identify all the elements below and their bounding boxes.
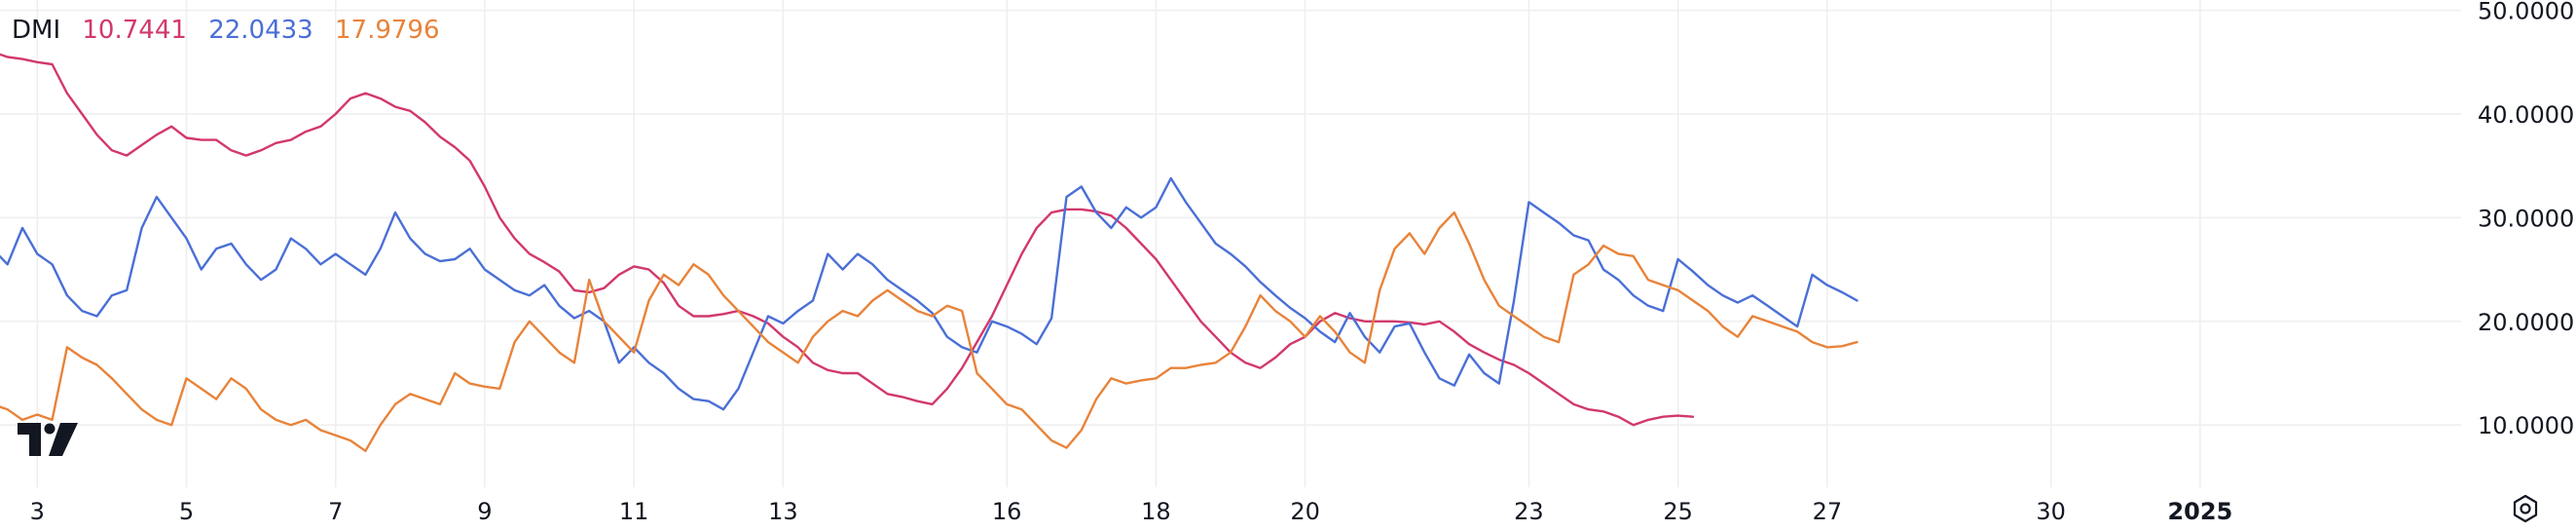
x-axis[interactable]: 3 5 7 9 11 13 16 18 20 23 25 27 30 2025 <box>30 498 2233 525</box>
x-tick-label: 30 <box>2036 498 2066 525</box>
x-tick-label: 2025 <box>2167 498 2232 525</box>
y-tick-label: 40.0000 <box>2478 101 2574 129</box>
gear-settings-icon[interactable] <box>2510 493 2541 529</box>
y-tick-label: 30.0000 <box>2478 205 2574 232</box>
x-tick-label: 7 <box>328 498 343 525</box>
legend-adx-value: 10.7441 <box>82 16 187 45</box>
y-tick-label: 10.0000 <box>2478 412 2574 439</box>
x-tick-label: 5 <box>179 498 194 525</box>
x-tick-label: 18 <box>1141 498 1171 525</box>
x-tick-label: 25 <box>1663 498 1693 525</box>
series-lines <box>0 53 1858 452</box>
x-tick-label: 23 <box>1514 498 1544 525</box>
series-line-minus-di <box>0 210 1858 452</box>
x-tick-label: 16 <box>992 498 1022 525</box>
y-axis[interactable]: 50.0000 40.0000 30.0000 20.0000 10.0000 <box>2478 0 2574 439</box>
x-tick-label: 9 <box>477 498 492 525</box>
tradingview-logo-icon[interactable] <box>18 423 78 461</box>
legend-title: DMI <box>12 16 61 45</box>
x-tick-label: 27 <box>1813 498 1843 525</box>
x-tick-label: 13 <box>768 498 798 525</box>
legend-plus-di-value: 22.0433 <box>208 16 313 45</box>
x-tick-label: 11 <box>619 498 649 525</box>
y-tick-label: 50.0000 <box>2478 0 2574 25</box>
series-line-plus-di <box>0 176 1858 411</box>
y-tick-label: 20.0000 <box>2478 309 2574 336</box>
series-line-adx <box>0 53 1695 427</box>
x-tick-label: 20 <box>1290 498 1320 525</box>
grid <box>0 0 2461 487</box>
legend-minus-di-value: 17.9796 <box>334 16 440 45</box>
legend[interactable]: DMI 10.7441 22.0433 17.9796 <box>12 16 454 45</box>
x-tick-label: 3 <box>30 498 45 525</box>
